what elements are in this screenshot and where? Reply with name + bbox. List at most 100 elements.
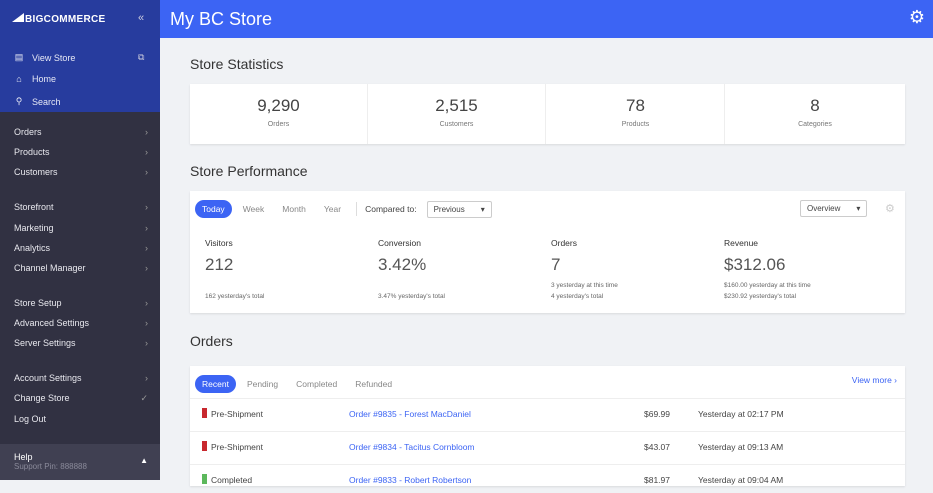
support-pin: Support Pin: 888888 [14,462,87,471]
sidebar-item-label: View Store [32,52,76,63]
sidebar-item-products[interactable]: Products › [14,147,148,157]
stat-value: 78 [626,96,645,115]
external-link-icon[interactable]: ⧉ [138,52,145,62]
order-time: Yesterday at 02:17 PM [698,409,784,419]
metric-conversion: Conversion 3.42% 3.47% yesterday's total [378,238,548,300]
metric-orders: Orders 7 3 yesterday at this time 4 yesterd… [551,238,721,300]
order-amount: $69.99 [644,409,670,419]
order-amount: $81.97 [644,475,670,485]
nav-label: Products [14,147,50,157]
chevron-up-icon[interactable]: ▲ [140,456,148,465]
tab-recent[interactable]: Recent [195,375,236,393]
sidebar-item-store-setup[interactable]: Store Setup › [14,298,148,308]
store-statistics-card: 9,290 Orders 2,515 Customers 78 Products 8 C… [190,84,905,144]
chevron-right-icon: › [145,167,148,177]
order-time: Yesterday at 09:04 AM [698,475,784,485]
stat-label: Customers [439,121,474,128]
sidebar-item-server-settings[interactable]: Server Settings › [14,338,148,348]
tab-completed[interactable]: Completed [296,379,338,389]
compared-to-select[interactable]: Previous ▾ [426,200,492,218]
sidebar-item-analytics[interactable]: Analytics › [14,243,148,253]
chevron-right-icon: › [145,127,148,137]
sidebar-item-home[interactable]: ⌂ Home [14,74,56,84]
view-more-label: View more [851,375,892,385]
nav-label: Account Settings [14,373,82,383]
sidebar-item-label: Home [32,74,57,84]
metric-sub: 3 yesterday at this time [551,282,618,289]
store-performance-card: Today Week Month Year Compared to: Previ… [190,191,905,313]
divider [356,202,358,216]
orders-heading: Orders [190,333,233,349]
metric-label: Visitors [205,238,233,248]
metric-label: Orders [551,238,577,248]
sidebar-item-advanced-settings[interactable]: Advanced Settings › [14,318,148,328]
metric-value: $312.06 [724,255,786,274]
sidebar-item-customers[interactable]: Customers › [14,167,148,177]
view-more-link[interactable]: View more › [851,375,897,385]
tab-week[interactable]: Week [242,204,265,214]
nav-label: Change Store [14,393,70,403]
sidebar-item-marketing[interactable]: Marketing › [14,223,148,233]
sidebar-item-channel-manager[interactable]: Channel Manager › [14,263,148,273]
order-status: Pre-Shipment [211,442,263,452]
help-section[interactable]: Help Support Pin: 888888 ▲ [0,444,160,480]
table-row: Pre-Shipment Order #9835 - Forest MacDan… [190,398,905,427]
select-value: Overview [807,204,841,213]
orders-card: Recent Pending Completed Refunded View m… [190,366,905,486]
stat-label: Products [621,121,650,128]
sidebar-item-view-store[interactable]: ▤ View Store [14,52,76,63]
collapse-sidebar-icon[interactable]: « [138,12,145,24]
nav-label: Orders [14,127,42,137]
stat-categories: 8 Categories [726,84,904,144]
sidebar-item-storefront[interactable]: Storefront › [14,202,148,212]
tab-month[interactable]: Month [282,204,306,214]
order-link[interactable]: Order #9834 - Tacitus Cornbloom [349,442,475,452]
metric-sub: 4 yesterday's total [551,293,604,300]
order-link[interactable]: Order #9833 - Robert Robertson [349,475,472,485]
order-link[interactable]: Order #9835 - Forest MacDaniel [349,409,471,419]
table-row: Pre-Shipment Order #9834 - Tacitus Cornb… [190,431,905,460]
sidebar: BIGCOMMERCE « ▤ View Store ⧉ ⌂ Home ⚲ Searc… [0,0,160,480]
sidebar-item-search[interactable]: ⚲ Search [14,96,61,107]
tab-pending[interactable]: Pending [246,379,279,389]
stat-value: 8 [810,96,820,115]
nav-label: Log Out [14,414,47,424]
sidebar-item-log-out[interactable]: Log Out [14,414,148,424]
tab-refunded[interactable]: Refunded [355,379,393,389]
metric-sub: $160.00 yesterday at this time [724,282,811,289]
status-indicator [202,408,207,418]
nav-label: Channel Manager [14,263,86,273]
stat-orders: 9,290 Orders [190,84,368,144]
bigcommerce-logo: BIGCOMMERCE [12,13,106,25]
chevron-right-icon: › [145,318,148,328]
tab-year[interactable]: Year [323,204,342,214]
chevron-right-icon: › [145,338,148,348]
order-time: Yesterday at 09:13 AM [698,442,784,452]
sidebar-item-account-settings[interactable]: Account Settings › [14,373,148,383]
chevron-right-icon: › [145,202,148,212]
gear-icon[interactable]: ⚙ [908,7,925,27]
status-indicator [202,474,207,484]
sidebar-item-change-store[interactable]: Change Store ✓ [14,393,148,404]
tab-today[interactable]: Today [195,200,232,218]
caret-down-icon: ▾ [480,204,485,214]
view-select[interactable]: Overview ▾ [800,200,868,217]
metric-label: Revenue [724,238,759,248]
nav-label: Marketing [14,223,54,233]
chevron-right-icon: › [145,373,148,383]
metric-sub: 3.47% yesterday's total [378,293,445,300]
stat-value: 2,515 [435,96,478,115]
status-indicator [202,441,207,451]
nav-label: Server Settings [14,338,76,348]
period-tabs: Today Week Month Year Compared to: Previ… [195,200,492,218]
sidebar-item-orders[interactable]: Orders › [14,127,148,137]
settings-gear-icon[interactable]: ⚙ [885,203,895,215]
order-tabs: Recent Pending Completed Refunded [195,375,399,393]
metric-visitors: Visitors 212 162 yesterday's total [205,238,375,300]
home-icon: ⌂ [16,74,22,84]
order-amount: $43.07 [644,442,670,452]
stat-label: Orders [267,121,290,128]
chevron-right-icon: › [145,298,148,308]
help-label: Help [14,452,33,462]
order-status: Completed [211,475,253,485]
